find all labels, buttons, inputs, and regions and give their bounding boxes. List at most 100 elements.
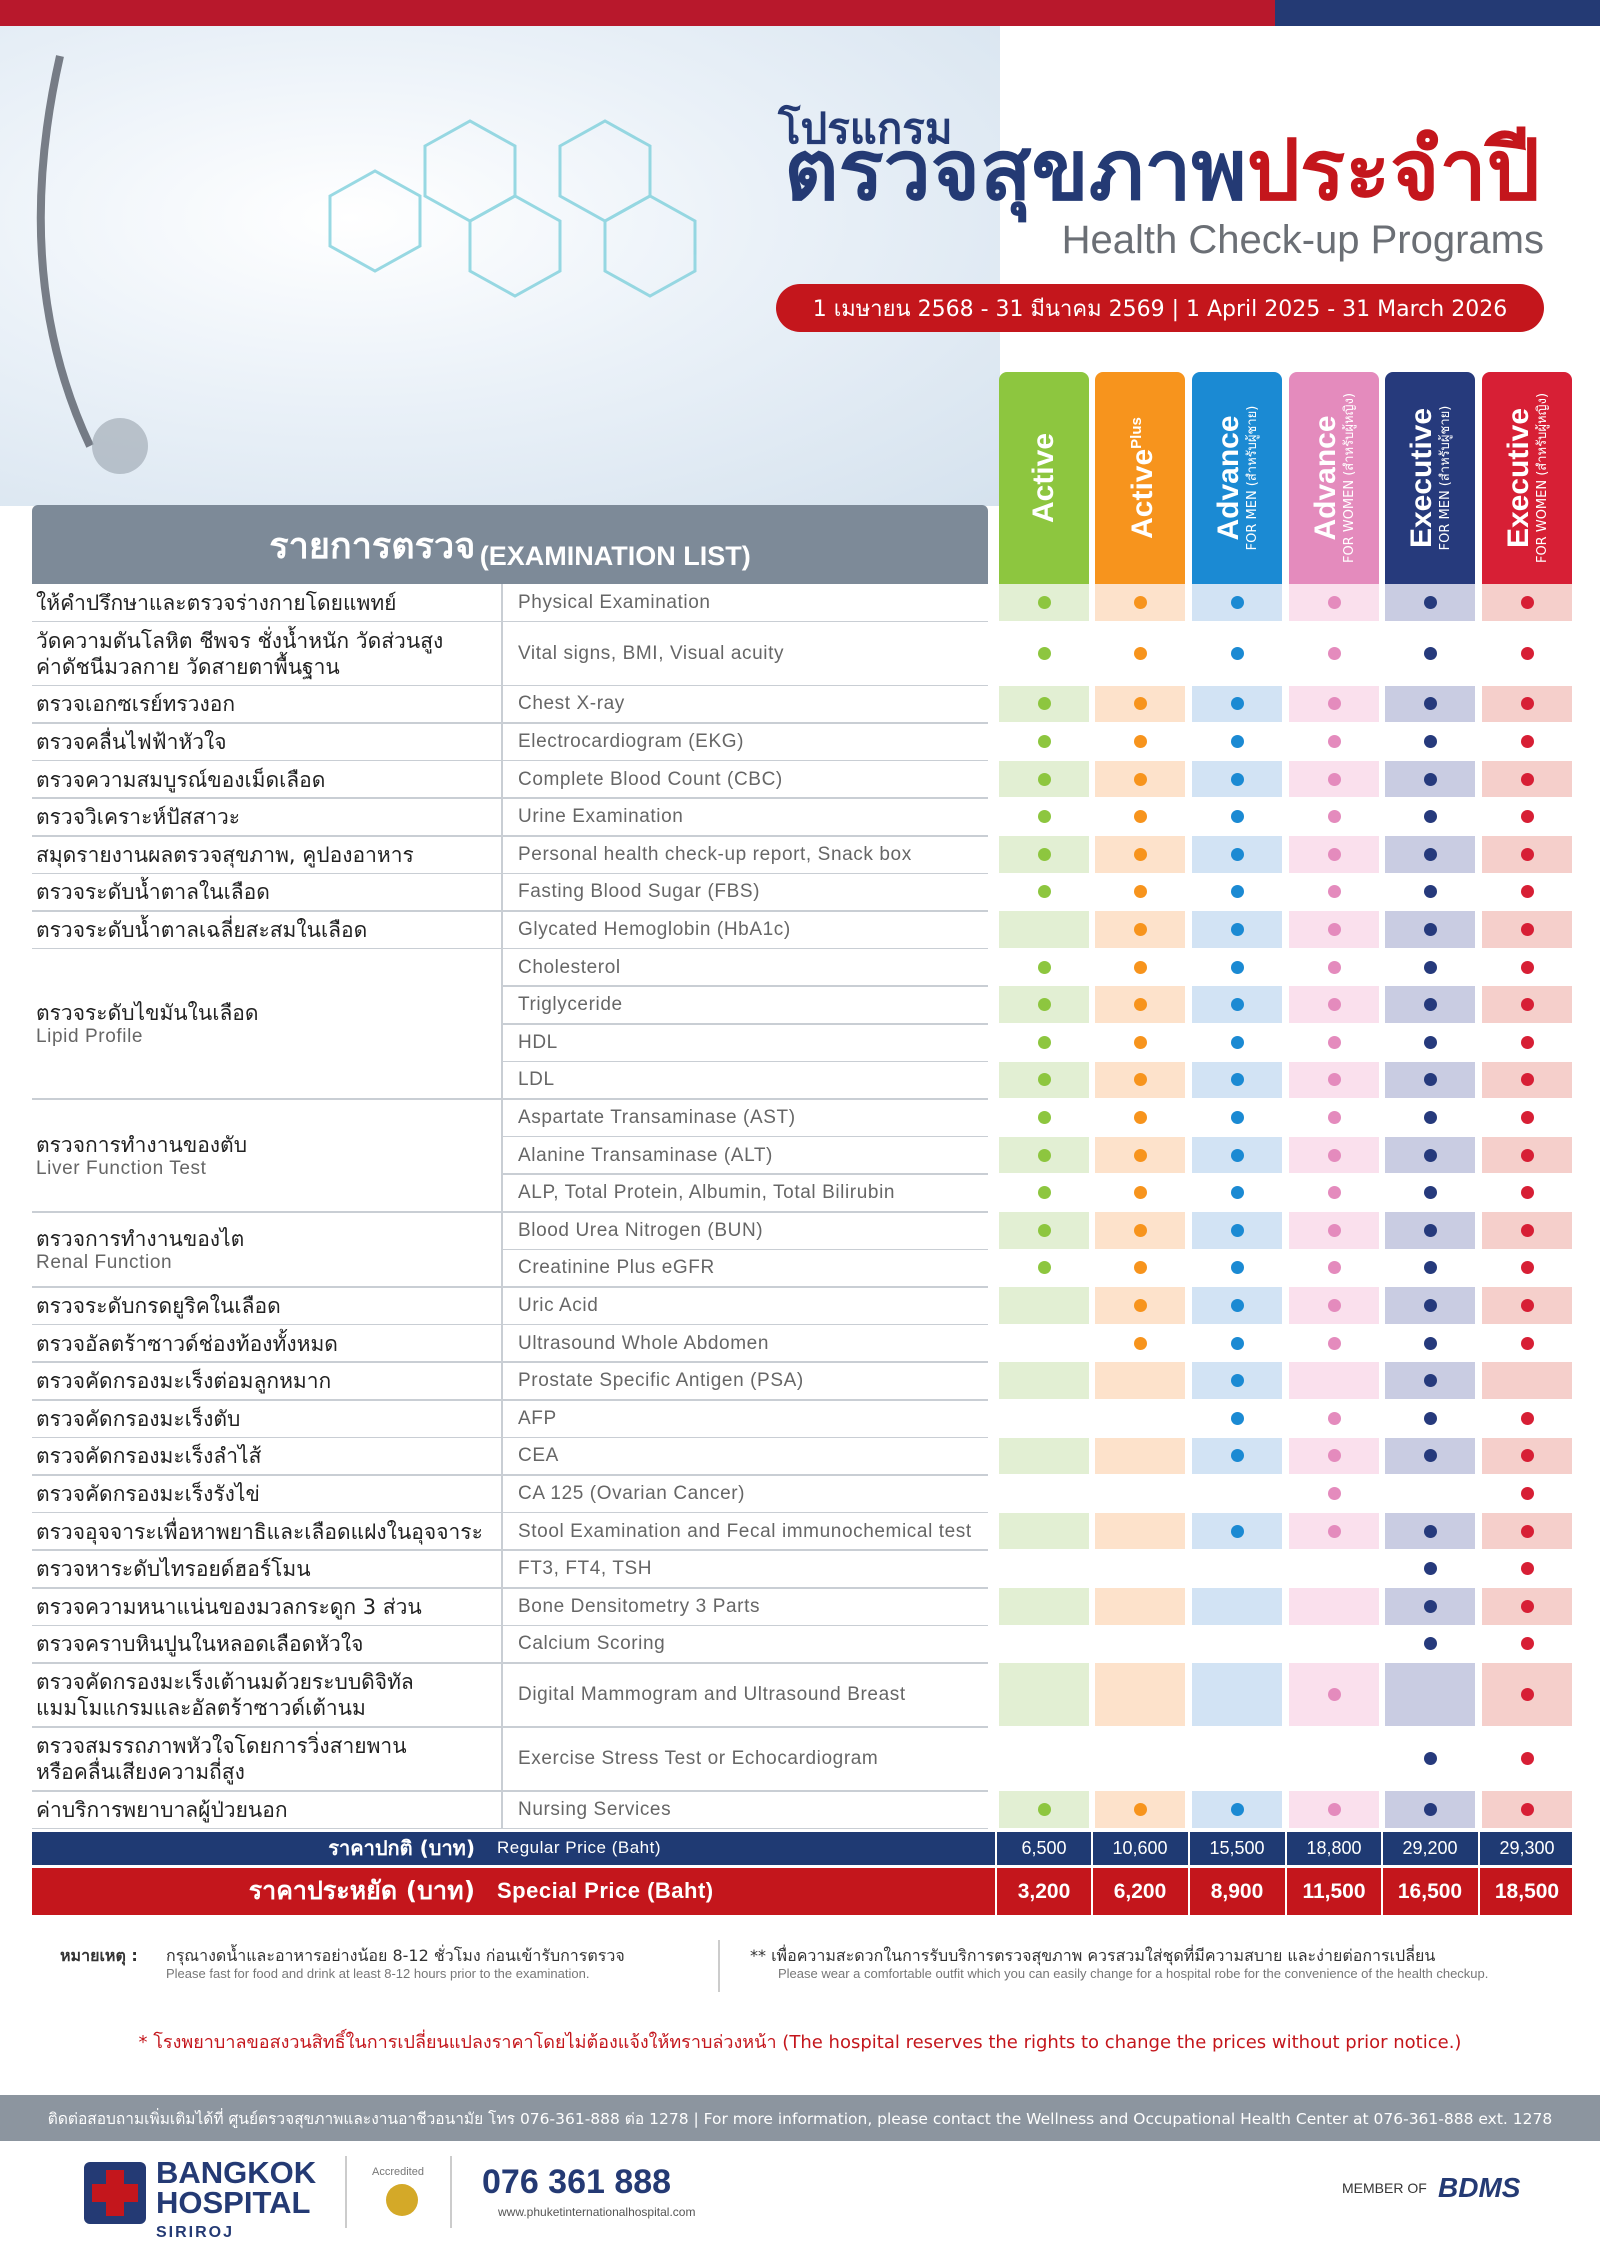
test-thai: ตรวจคัดกรองมะเร็งรังไข่ <box>36 1475 496 1513</box>
row-line <box>501 1135 988 1138</box>
included-dot <box>1520 885 1534 899</box>
included-dot <box>1327 1261 1341 1275</box>
included-dot <box>1520 847 1534 861</box>
price-divider <box>995 1867 997 1915</box>
included-dot <box>1327 847 1341 861</box>
package-cell <box>999 1512 1089 1550</box>
column-divider <box>501 1663 503 1728</box>
test-thai-text: ตรวจระดับไขมันในเลือด <box>36 1000 259 1025</box>
included-dot <box>1520 1637 1534 1651</box>
test-thai-text: ตรวจระดับน้ำตาลในเลือด <box>36 880 270 905</box>
package-cell <box>999 1437 1089 1475</box>
price-row <box>32 1867 1572 1915</box>
row-line <box>32 1323 988 1326</box>
test-thai: ตรวจการทำงานของไต Renal Function <box>36 1212 496 1287</box>
package-cell <box>999 1588 1089 1625</box>
included-dot <box>1423 772 1437 786</box>
included-dot <box>1230 960 1244 974</box>
column-divider <box>501 760 503 799</box>
included-dot <box>1133 1186 1147 1200</box>
included-dot <box>1327 1688 1341 1702</box>
test-english: Bone Densitometry 3 Parts <box>518 1595 761 1617</box>
included-dot <box>1133 885 1147 899</box>
included-dot <box>1520 960 1534 974</box>
row-line <box>32 684 988 687</box>
test-english: Uric Acid <box>518 1294 599 1316</box>
table-title-thai: รายการตรวจ <box>269 526 476 567</box>
test-english: Digital Mammogram and Ultrasound Breast <box>518 1684 906 1706</box>
row-line <box>32 1361 988 1363</box>
column-divider <box>501 1588 503 1626</box>
package-cell <box>999 911 1089 948</box>
included-dot <box>1423 1449 1437 1463</box>
test-thai: ตรวจคัดกรองมะเร็งเต้านมด้วยระบบดิจิทัล แ… <box>36 1663 496 1727</box>
test-thai-text: ตรวจอัลตร้าซาวด์ช่องท้องทั้งหมด <box>36 1331 338 1356</box>
notes-divider <box>718 1940 720 1992</box>
test-thai-text: ตรวจสมรรถภาพหัวใจโดยการวิ่งสายพาน หรือคล… <box>36 1734 407 1785</box>
top-bar-navy <box>1275 0 1600 26</box>
test-english: ALP, Total Protein, Albumin, Total Bilir… <box>518 1182 896 1204</box>
row-line <box>32 947 988 950</box>
included-dot <box>1230 697 1244 711</box>
included-dot <box>1520 646 1534 660</box>
included-dot <box>1037 960 1051 974</box>
row-line <box>32 620 988 623</box>
test-thai-text: ตรวจความหนาแน่นของมวลกระดูก 3 ส่วน <box>36 1594 422 1619</box>
included-dot <box>1423 595 1437 609</box>
price: 10,600 <box>1112 1837 1168 1858</box>
test-english: Exercise Stress Test or Echocardiogram <box>518 1748 879 1770</box>
included-dot <box>1133 1299 1147 1312</box>
included-dot <box>1327 1035 1341 1049</box>
package-cell <box>1095 1727 1185 1791</box>
row-line <box>501 1060 988 1063</box>
package-header: Advance FOR MEN (สำหรับผู้ชาย) <box>1192 372 1282 584</box>
column-divider <box>501 1324 503 1363</box>
price-row <box>32 1831 1572 1865</box>
package-subtitle: FOR WOMEN (สำหรับผู้หญิง) <box>1342 392 1357 564</box>
package-cell <box>1095 1588 1185 1625</box>
package-cell <box>1192 1475 1282 1512</box>
test-thai: ตรวจคัดกรองมะเร็งต่อมลูกหมาก <box>36 1362 496 1400</box>
price-label: ราคาประหยัด (บาท) Special Price (Baht) <box>32 1868 992 1915</box>
package-cell <box>1385 1663 1475 1727</box>
test-thai: ตรวจคัดกรองมะเร็งตับ <box>36 1400 496 1438</box>
package-name: Advance <box>1212 415 1245 540</box>
logo-divider <box>345 2156 347 2228</box>
price: 29,300 <box>1499 1837 1555 1858</box>
package-label: Advance FOR MEN (สำหรับผู้ชาย) <box>1192 372 1282 584</box>
included-dot <box>1037 810 1051 824</box>
test-english: Personal health check-up report, Snack b… <box>518 843 912 865</box>
package-cell <box>999 1324 1089 1362</box>
price-divider <box>1478 1867 1480 1915</box>
test-english: Complete Blood Count (CBC) <box>518 768 783 790</box>
price: 15,500 <box>1209 1837 1265 1858</box>
test-thai-text: ตรวจการทำงานของตับ <box>36 1132 248 1157</box>
included-dot <box>1520 1035 1534 1049</box>
included-dot <box>1230 1336 1244 1350</box>
test-thai-text: ตรวจเอกซเรย์ทรวงอก <box>36 692 236 717</box>
included-dot <box>1037 735 1051 748</box>
package-cell <box>1192 1625 1282 1663</box>
test-english: Ultrasound Whole Abdomen <box>518 1332 769 1354</box>
row-line <box>32 797 988 799</box>
included-dot <box>1423 1148 1437 1162</box>
column-divider <box>501 798 503 836</box>
title-english: Health Check-up Programs <box>1061 218 1544 262</box>
included-dot <box>1037 1148 1051 1162</box>
price: 18,800 <box>1306 1837 1362 1858</box>
column-divider <box>501 873 503 912</box>
test-english: Glycated Hemoglobin (HbA1c) <box>518 918 791 940</box>
included-dot <box>1230 1411 1244 1425</box>
column-divider <box>501 1512 503 1551</box>
test-thai: ตรวจระดับน้ำตาลในเลือด <box>36 874 496 912</box>
included-dot <box>1520 1186 1534 1200</box>
note-2-thai: ** เพื่อความสะดวกในการรับบริการตรวจสุขภา… <box>750 1946 1436 1965</box>
hero-background <box>0 26 1000 506</box>
price: 16,500 <box>1397 1879 1463 1903</box>
column-divider <box>501 1550 503 1588</box>
included-dot <box>1423 697 1437 711</box>
package-cell <box>1095 1625 1185 1663</box>
test-thai: ตรวจวิเคราะห์ปัสสาวะ <box>36 798 496 836</box>
price-label-english: Special Price (Baht) <box>497 1878 714 1904</box>
package-name: Active <box>1027 433 1060 523</box>
